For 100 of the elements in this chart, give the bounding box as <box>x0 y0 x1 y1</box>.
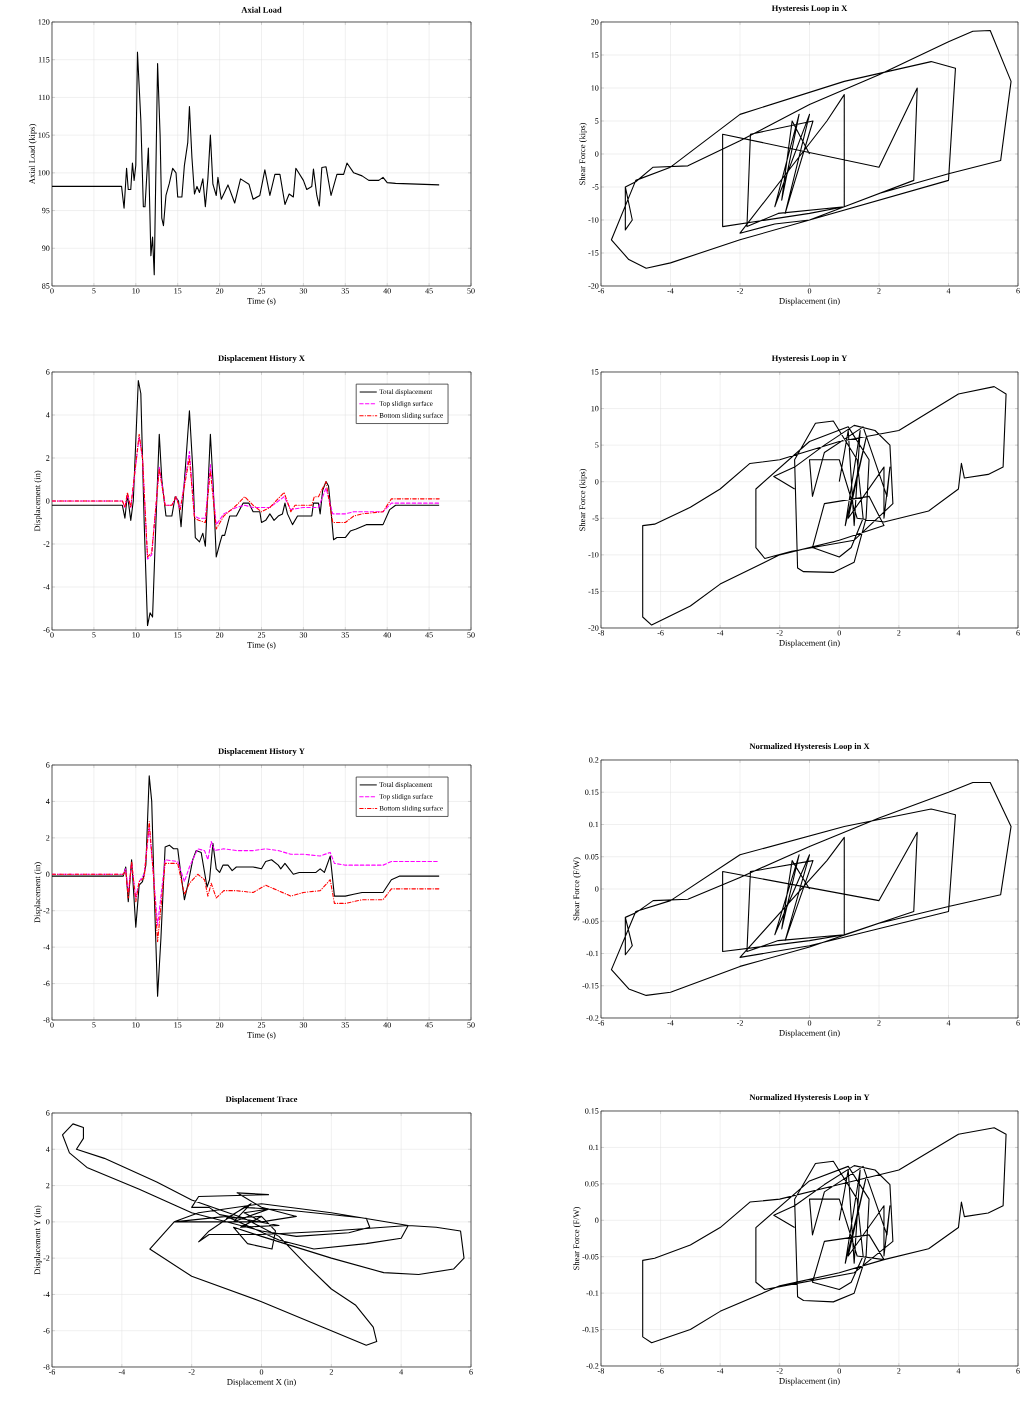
y-tick-label: -6 <box>43 1328 50 1334</box>
y-axis-title: Displacement (in) <box>34 470 42 532</box>
x-tick-label: 2 <box>877 1020 881 1026</box>
y-tick-label: 20 <box>591 19 599 25</box>
y-tick-label: 0.1 <box>589 1144 599 1151</box>
x-tick-label: 4 <box>956 630 961 636</box>
x-tick-label: 15 <box>174 1022 182 1028</box>
x-tick-label: 10 <box>132 1022 140 1028</box>
y-tick-label: -20 <box>588 283 599 289</box>
chart-title: Normalized Hysteresis Loop in X <box>749 743 870 751</box>
x-tick-label: 2 <box>329 1369 333 1375</box>
y-tick-label: -15 <box>588 250 599 256</box>
chart-title: Axial Load <box>241 6 282 13</box>
line-series <box>610 30 1012 269</box>
y-tick-label: 0 <box>595 1217 599 1223</box>
x-axis-title: Displacement (in) <box>779 297 840 306</box>
line-series <box>642 1127 1007 1344</box>
x-tick-label: 40 <box>383 288 391 294</box>
y-tick-label: -4 <box>43 1291 50 1298</box>
y-axis-title: Shear Force (F/W) <box>573 857 581 921</box>
x-tick-label: 20 <box>215 632 224 638</box>
x-tick-label: 0 <box>807 288 812 294</box>
y-tick-label: -2 <box>43 1255 50 1261</box>
x-axis-title: Time (s) <box>247 641 276 650</box>
y-tick-label: -0.15 <box>582 983 599 989</box>
y-axis-title: Axial Load (kips) <box>28 124 37 185</box>
y-tick-label: -2 <box>43 908 50 914</box>
y-tick-label: 85 <box>42 283 50 289</box>
x-tick-label: 2 <box>897 1368 901 1374</box>
y-tick-label: 15 <box>591 52 599 58</box>
x-tick-label: -4 <box>717 1368 724 1374</box>
x-tick-label: 15 <box>174 288 182 294</box>
x-tick-label: 5 <box>92 632 96 638</box>
x-tick-label: 45 <box>425 632 433 638</box>
y-tick-label: 0.05 <box>585 854 599 860</box>
y-tick-label: -0.1 <box>586 1290 599 1296</box>
x-tick-label: 10 <box>132 632 140 638</box>
x-tick-label: 25 <box>257 288 266 294</box>
x-tick-label: 4 <box>399 1369 404 1375</box>
x-tick-label: 5 <box>92 288 96 294</box>
y-tick-label: 4 <box>45 412 50 418</box>
y-tick-label: 90 <box>42 245 50 251</box>
x-tick-label: -4 <box>118 1369 126 1375</box>
y-tick-label: 0.2 <box>589 757 599 763</box>
x-tick-label: 40 <box>383 632 391 638</box>
chart-title: Hysteresis Loop in X <box>771 5 848 13</box>
x-tick-label: 35 <box>341 632 349 638</box>
y-tick-label: 95 <box>42 207 50 214</box>
x-axis-title: Displacement (in) <box>779 1377 840 1386</box>
line-series <box>610 782 1012 996</box>
x-tick-label: -2 <box>736 288 743 294</box>
x-tick-label: 6 <box>1016 1020 1020 1026</box>
y-tick-label: 10 <box>591 405 599 412</box>
x-tick-label: 4 <box>956 1368 961 1374</box>
y-tick-label: 4 <box>45 1146 50 1152</box>
y-tick-label: -8 <box>43 1364 50 1370</box>
x-axis-title: Displacement (in) <box>779 639 840 648</box>
x-tick-label: -4 <box>667 1020 674 1026</box>
y-tick-label: 10 <box>591 85 599 91</box>
y-tick-label: 0 <box>595 151 599 157</box>
y-tick-label: 110 <box>38 94 50 101</box>
x-tick-label: 50 <box>467 288 475 294</box>
y-tick-label: 0 <box>595 886 599 892</box>
chart-title: Hysteresis Loop in Y <box>771 355 848 363</box>
y-tick-label: -0.05 <box>582 918 599 924</box>
x-tick-label: 5 <box>92 1022 96 1028</box>
x-tick-label: 6 <box>1016 630 1020 636</box>
y-tick-label: -15 <box>588 588 599 595</box>
x-tick-label: 30 <box>299 288 308 294</box>
y-tick-label: 100 <box>38 170 50 176</box>
y-tick-label: -5 <box>592 184 599 190</box>
x-tick-label: 40 <box>383 1022 391 1028</box>
y-tick-label: -0.1 <box>586 950 599 957</box>
y-tick-label: 2 <box>46 1182 50 1189</box>
y-tick-label: -0.15 <box>582 1326 599 1333</box>
x-tick-label: 6 <box>1016 1368 1020 1374</box>
y-tick-label: 15 <box>591 369 599 375</box>
y-axis-title: Shear Force (kips) <box>579 122 587 185</box>
y-tick-label: 6 <box>46 762 50 768</box>
x-tick-label: 2 <box>897 630 901 636</box>
y-tick-label: 0.15 <box>585 1108 599 1114</box>
x-tick-label: -2 <box>736 1020 743 1026</box>
x-tick-label: 25 <box>257 1022 266 1028</box>
line-series <box>61 1123 465 1346</box>
chart-title: Displacement History Y <box>218 748 305 756</box>
y-tick-label: -2 <box>43 541 50 547</box>
y-tick-label: 4 <box>45 798 50 805</box>
x-tick-label: 45 <box>425 288 433 294</box>
y-tick-label: 0.05 <box>585 1181 599 1187</box>
x-axis-title: Time (s) <box>247 1031 276 1040</box>
y-tick-label: -4 <box>43 584 50 590</box>
x-tick-label: 30 <box>299 632 308 638</box>
y-tick-label: 2 <box>46 835 50 841</box>
y-tick-label: -0.05 <box>582 1254 599 1260</box>
x-tick-label: 35 <box>341 288 349 294</box>
x-tick-label: 0 <box>50 1022 54 1028</box>
y-tick-label: 0.1 <box>589 821 599 828</box>
y-axis-title: Displacement (in) <box>34 862 42 923</box>
x-tick-label: 0 <box>807 1020 812 1026</box>
line-series <box>52 51 440 276</box>
